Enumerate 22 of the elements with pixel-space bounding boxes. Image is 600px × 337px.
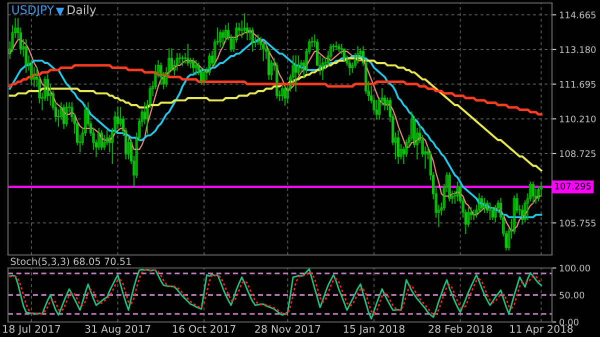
y-tick-label: 108.725: [560, 150, 596, 158]
y-tick-label: 50.00: [560, 292, 584, 299]
y-tick-label: 105.755: [560, 220, 596, 226]
x-tick-label: 28 Nov 2017: [255, 324, 320, 333]
line-series: [8, 64, 542, 116]
x-tick-label: 31 Aug 2017: [85, 324, 150, 335]
y-tick-label: 100.00: [560, 264, 590, 272]
x-tick-label: 18 Jul 2017: [3, 324, 60, 335]
y-tick-label: 114.665: [560, 12, 596, 18]
x-tick-label: 28 Feb 2018: [428, 324, 492, 333]
candlestick: [181, 55, 184, 66]
text: Stoch(5,3,3) 68.05 70.51: [10, 258, 131, 266]
chart-subtitle: Daily: [68, 5, 96, 16]
ref-line-label: 107.295: [555, 182, 591, 190]
y-tick-label: 111.695: [560, 80, 596, 88]
y-tick-label: 0.00: [560, 318, 578, 326]
x-tick-label: 15 Jan 2018: [344, 324, 404, 335]
x-tick-label: 16 Oct 2017: [173, 324, 236, 333]
y-tick-label: 113.180: [560, 46, 596, 54]
x-tick-label: 11 Apr 2018: [510, 324, 573, 335]
chart-title: USDJPY: [12, 5, 54, 16]
y-tick-label: 110.210: [560, 116, 596, 122]
